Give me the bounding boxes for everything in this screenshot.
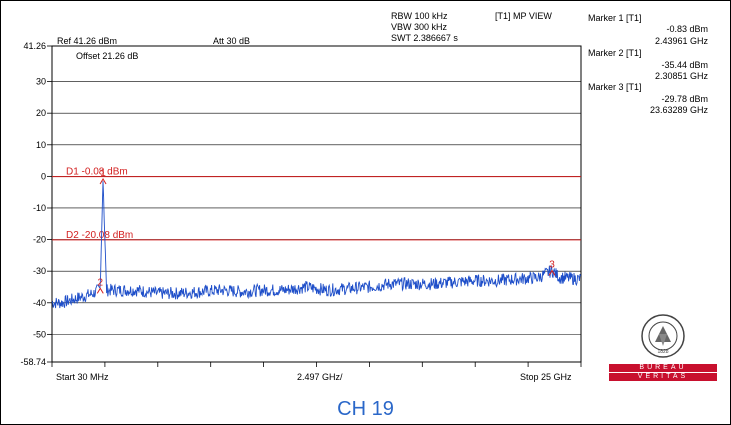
marker-2-level: -35.44 dBm: [661, 60, 708, 70]
stop-frequency-label: Stop 25 GHz: [520, 372, 572, 382]
plot-grid: [51, 45, 582, 363]
trace-1-line: [51, 181, 582, 309]
display-line-label: D2 -20.08 dBm: [66, 230, 133, 241]
attenuation-label: Att 30 dB: [213, 36, 251, 46]
span-per-div-label: 2.497 GHz/: [297, 372, 343, 382]
rbw-label: RBW 100 kHz: [391, 11, 448, 21]
marker-3-label: 3: [549, 259, 555, 270]
y-axis-ticks: 41.26 30 20 10 0 -10 -20 -30 -40 -50 -58.74: [20, 41, 52, 367]
marker-3-freq: 23.63289 GHz: [649, 105, 708, 115]
x-axis-ticks: [51, 362, 582, 367]
vbw-label: VBW 300 kHz: [391, 22, 448, 32]
trace-mode-label: [T1] MP VIEW: [495, 11, 552, 21]
y-tick-label: 30: [36, 77, 46, 87]
plot-border: [51, 45, 582, 363]
y-tick-label: -40: [33, 298, 46, 308]
y-tick-label: 41.26: [23, 41, 46, 51]
marker-2-label: Marker 2 [T1]: [588, 48, 642, 58]
ref-level-label: Ref 41.26 dBm: [57, 36, 118, 46]
y-tick-label: 20: [36, 108, 46, 118]
marker-1-label: 1: [100, 168, 106, 179]
bureau-veritas-logo: BUREAU VERITAS 1828: [609, 312, 717, 382]
marker-3-level: -29.78 dBm: [661, 94, 708, 104]
marker-1-level: -0.83 dBm: [666, 24, 708, 34]
trace-1: [51, 181, 582, 309]
marker-1-freq: 2.43961 GHz: [654, 36, 708, 46]
marker-3-label: Marker 3 [T1]: [588, 82, 642, 92]
y-tick-label: 10: [36, 140, 46, 150]
y-tick-label: -20: [33, 235, 46, 245]
display-line-label: D1 -0.08 dBm: [66, 167, 128, 178]
y-tick-label: -10: [33, 203, 46, 213]
marker-3-symbol: [548, 269, 556, 276]
swt-label: SWT 2.386667 s: [391, 33, 458, 43]
logo-text-top: BUREAU: [639, 364, 687, 371]
y-tick-label: -58.74: [20, 357, 46, 367]
marker-2-symbol: [96, 287, 104, 294]
markers: 1 2 3: [96, 168, 556, 294]
display-lines: D1 -0.08 dBm D2 -20.08 dBm: [52, 167, 581, 241]
start-frequency-label: Start 30 MHz: [56, 372, 109, 382]
y-tick-label: -50: [33, 329, 46, 339]
marker-1-label: Marker 1 [T1]: [588, 13, 642, 23]
y-tick-label: -30: [33, 266, 46, 276]
marker-1-symbol: [99, 178, 107, 185]
logo-year: 1828: [657, 349, 669, 355]
offset-label: Offset 21.26 dB: [76, 51, 139, 61]
marker-2-label: 2: [97, 277, 103, 288]
channel-title: CH 19: [337, 398, 394, 420]
y-tick-label: 0: [41, 171, 46, 181]
marker-2-freq: 2.30851 GHz: [654, 71, 708, 81]
logo-text-bottom: VERITAS: [637, 373, 689, 380]
